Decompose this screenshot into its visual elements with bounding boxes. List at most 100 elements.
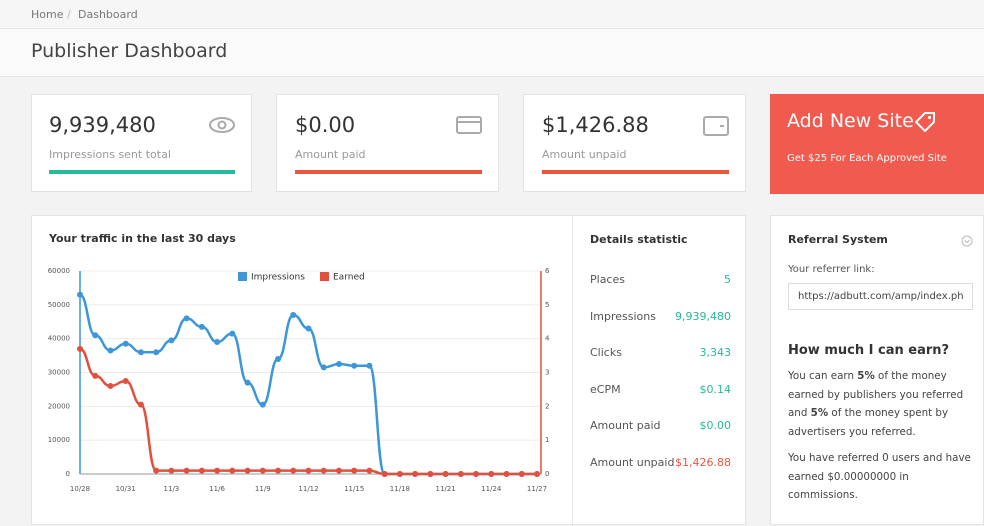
referral-title: Referral System — [788, 233, 888, 246]
promo-title: Add New Site — [787, 110, 914, 132]
detail-value: $0.00 — [699, 419, 732, 432]
x-tick-label: 10/31 — [116, 485, 136, 493]
tag-icon — [914, 112, 935, 132]
detail-value: $0.14 — [699, 382, 732, 396]
promo-subtitle: Get $25 For Each Approved Site — [787, 153, 947, 164]
y-tick-label: 50000 — [48, 301, 70, 309]
x-tick-label: 11/24 — [481, 485, 502, 493]
point — [244, 379, 251, 386]
point — [473, 471, 480, 477]
x-tick-label: 11/27 — [527, 485, 547, 493]
point — [137, 401, 144, 408]
series-line — [79, 347, 537, 476]
eye-icon — [209, 117, 235, 133]
point — [107, 347, 114, 354]
earn-text: You can earn 5% of the money earned by p… — [788, 367, 978, 441]
wallet-icon — [703, 116, 729, 136]
stat-bar — [542, 170, 729, 174]
point — [214, 339, 221, 346]
y2-tick-label: 1 — [545, 436, 549, 444]
point — [153, 349, 160, 356]
y-tick-label: 40000 — [48, 335, 70, 343]
point — [335, 361, 342, 368]
stat-card: $1,426.88 Amount unpaid — [523, 94, 746, 192]
point — [290, 467, 297, 474]
point — [214, 467, 221, 474]
detail-value: 5 — [724, 273, 731, 286]
stat-card: $0.00 Amount paid — [276, 94, 499, 192]
y-tick-label: 10000 — [48, 436, 70, 444]
point — [168, 467, 175, 474]
text: 5% — [857, 370, 875, 382]
stat-label: Amount paid — [295, 148, 366, 161]
y2-tick-label: 5 — [545, 301, 549, 309]
stat-value: 9,939,480 — [49, 113, 156, 137]
link-label: Your referrer link: — [788, 264, 875, 275]
link-input[interactable]: https://adbutt.com/amp/index.ph — [788, 283, 973, 310]
y-tick-label: 30000 — [48, 369, 70, 377]
y2-tick-label: 2 — [545, 402, 549, 410]
x-tick-label: 11/3 — [164, 485, 180, 493]
point — [244, 467, 251, 474]
promo-card[interactable]: Add New Site Get $25 For Each Approved S… — [770, 94, 984, 194]
point — [442, 471, 449, 477]
page-title: Publisher Dashboard — [31, 40, 228, 62]
stat-value: $1,426.88 — [542, 113, 649, 137]
chart-title: Your traffic in the last 30 days — [48, 232, 236, 245]
detail-label: Amount unpaid — [590, 455, 675, 469]
legend-label: Earned — [333, 273, 365, 283]
y-tick-label: 0 — [66, 470, 70, 478]
point — [305, 325, 312, 332]
point — [198, 323, 205, 330]
point — [320, 467, 327, 474]
point — [77, 345, 83, 352]
legend-swatch — [320, 272, 329, 281]
legend-label: Impressions — [251, 273, 305, 283]
point — [198, 467, 205, 474]
point — [488, 471, 495, 477]
point — [366, 467, 373, 474]
y-tick-label: 20000 — [48, 402, 70, 410]
stat-bar — [295, 170, 482, 174]
point — [259, 401, 266, 408]
crumb-home[interactable]: Home — [31, 8, 64, 21]
point — [183, 315, 190, 322]
point — [275, 467, 282, 474]
point — [427, 471, 434, 477]
point — [122, 340, 129, 347]
point — [396, 471, 403, 477]
text: 5% — [810, 407, 829, 419]
header: Publisher Dashboard — [0, 29, 984, 77]
detail-label: Places — [590, 273, 625, 286]
stat-card: 9,939,480 Impressions sent total — [31, 94, 252, 192]
point — [381, 471, 388, 477]
crumb-sep: / — [67, 8, 71, 21]
collapse-icon[interactable] — [961, 235, 973, 247]
point — [137, 349, 144, 356]
point — [335, 467, 342, 474]
breadcrumb: Home / Dashboard — [0, 0, 984, 29]
point — [259, 467, 266, 474]
point — [351, 467, 358, 474]
chart: Your traffic in the last 30 days 0 10000 2… — [48, 232, 550, 493]
crumb-current: Dashboard — [78, 8, 138, 21]
y2-tick-label: 6 — [545, 267, 550, 275]
earn-summary: You have referred 0 users and have earne… — [788, 452, 971, 501]
point — [290, 311, 297, 318]
point — [183, 467, 190, 474]
detail-value: 9,939,480 — [675, 309, 731, 323]
stat-label: Amount unpaid — [542, 148, 627, 161]
point — [229, 330, 236, 337]
point — [457, 471, 464, 477]
divider — [572, 216, 573, 526]
point — [77, 291, 83, 298]
earn-title: How much I can earn? — [788, 343, 950, 358]
detail-label: Impressions — [590, 309, 656, 323]
point — [107, 383, 114, 390]
point — [92, 372, 99, 379]
point — [320, 364, 327, 371]
point — [503, 471, 510, 477]
point — [534, 471, 540, 477]
referral-card: Referral System Your referrer link: http… — [770, 215, 984, 525]
